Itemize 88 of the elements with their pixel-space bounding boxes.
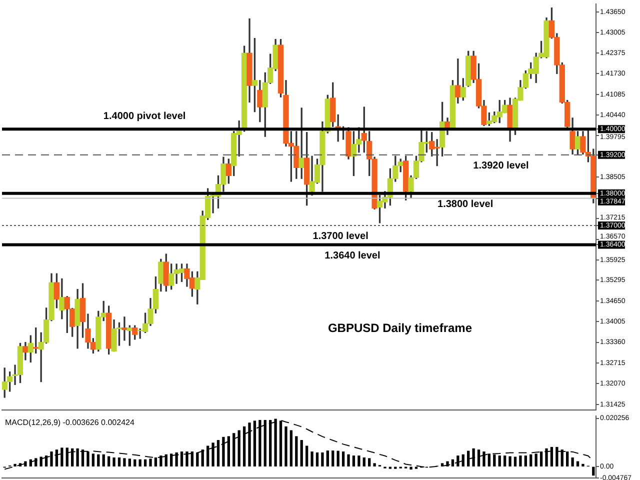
bar [284, 426, 288, 466]
bar [180, 451, 184, 466]
bar [582, 464, 584, 466]
bar [222, 436, 225, 466]
bar [550, 446, 554, 466]
bar [540, 451, 543, 466]
bar [170, 454, 173, 466]
bar [112, 457, 116, 466]
bar [451, 459, 454, 466]
bar [144, 459, 147, 466]
bar [310, 451, 314, 466]
bar [300, 440, 303, 466]
bar [456, 456, 460, 466]
bar [358, 456, 360, 466]
bar [164, 454, 168, 466]
bar [60, 448, 64, 466]
bar [149, 458, 152, 466]
bar [290, 430, 293, 466]
bar [336, 450, 340, 466]
bar [40, 456, 42, 466]
bar [196, 452, 199, 466]
bar [592, 466, 595, 476]
bar [206, 446, 210, 466]
bar [493, 454, 496, 466]
bar [462, 454, 464, 466]
bar [190, 451, 194, 466]
bar [66, 448, 68, 466]
bar [76, 448, 79, 466]
bar [347, 454, 350, 466]
bar [488, 454, 491, 466]
ref-line-label: 1.4000 pivot level [103, 110, 186, 122]
ref-line-label: 1.3700 level [312, 231, 369, 242]
bar [216, 440, 220, 466]
ref-line-label: 1.3800 level [438, 199, 494, 210]
bar [508, 456, 512, 466]
bar [123, 458, 126, 466]
bar [186, 451, 188, 466]
bar [305, 446, 308, 466]
bar [102, 454, 105, 466]
bar [373, 463, 376, 466]
bar [316, 452, 319, 466]
bar [92, 454, 95, 466]
ref-line-label: 1.3640 level [324, 250, 380, 262]
bar [514, 456, 517, 466]
bar [576, 461, 580, 466]
bar [295, 436, 298, 466]
bar [128, 458, 131, 466]
bar [503, 456, 506, 466]
bar [571, 457, 574, 466]
bar [50, 451, 53, 466]
ref-line-label: 1.3920 level [473, 160, 529, 172]
bar [498, 456, 501, 466]
bar [352, 456, 356, 466]
bar [332, 450, 334, 466]
bar [342, 451, 345, 466]
bar [566, 451, 569, 466]
bar [86, 451, 90, 466]
bar [524, 456, 527, 466]
bar [519, 456, 522, 466]
bar [362, 457, 366, 466]
bar [212, 442, 214, 466]
bar [326, 450, 329, 466]
bar [232, 433, 236, 466]
bar [482, 451, 486, 466]
bar [368, 458, 371, 466]
bar [472, 448, 475, 466]
bar [160, 456, 162, 466]
bar [154, 457, 158, 466]
bar [321, 452, 324, 466]
bar [242, 426, 246, 466]
bar [545, 448, 548, 466]
bar [530, 454, 532, 466]
bar [477, 450, 480, 466]
bar [107, 456, 110, 466]
bar [138, 459, 142, 466]
bar [238, 430, 240, 466]
bar [24, 461, 27, 466]
chart-title: MACD(12,26,9) -0.003626 0.002424 [5, 418, 135, 428]
annotation: GBPUSD Daily timeframe [328, 321, 472, 336]
bar [175, 452, 178, 466]
bar [97, 454, 100, 466]
bar [227, 436, 230, 466]
bar [134, 459, 136, 466]
bar [14, 464, 16, 466]
bar [248, 422, 251, 466]
bar [556, 446, 558, 466]
bar [118, 457, 121, 466]
bar [534, 454, 538, 466]
